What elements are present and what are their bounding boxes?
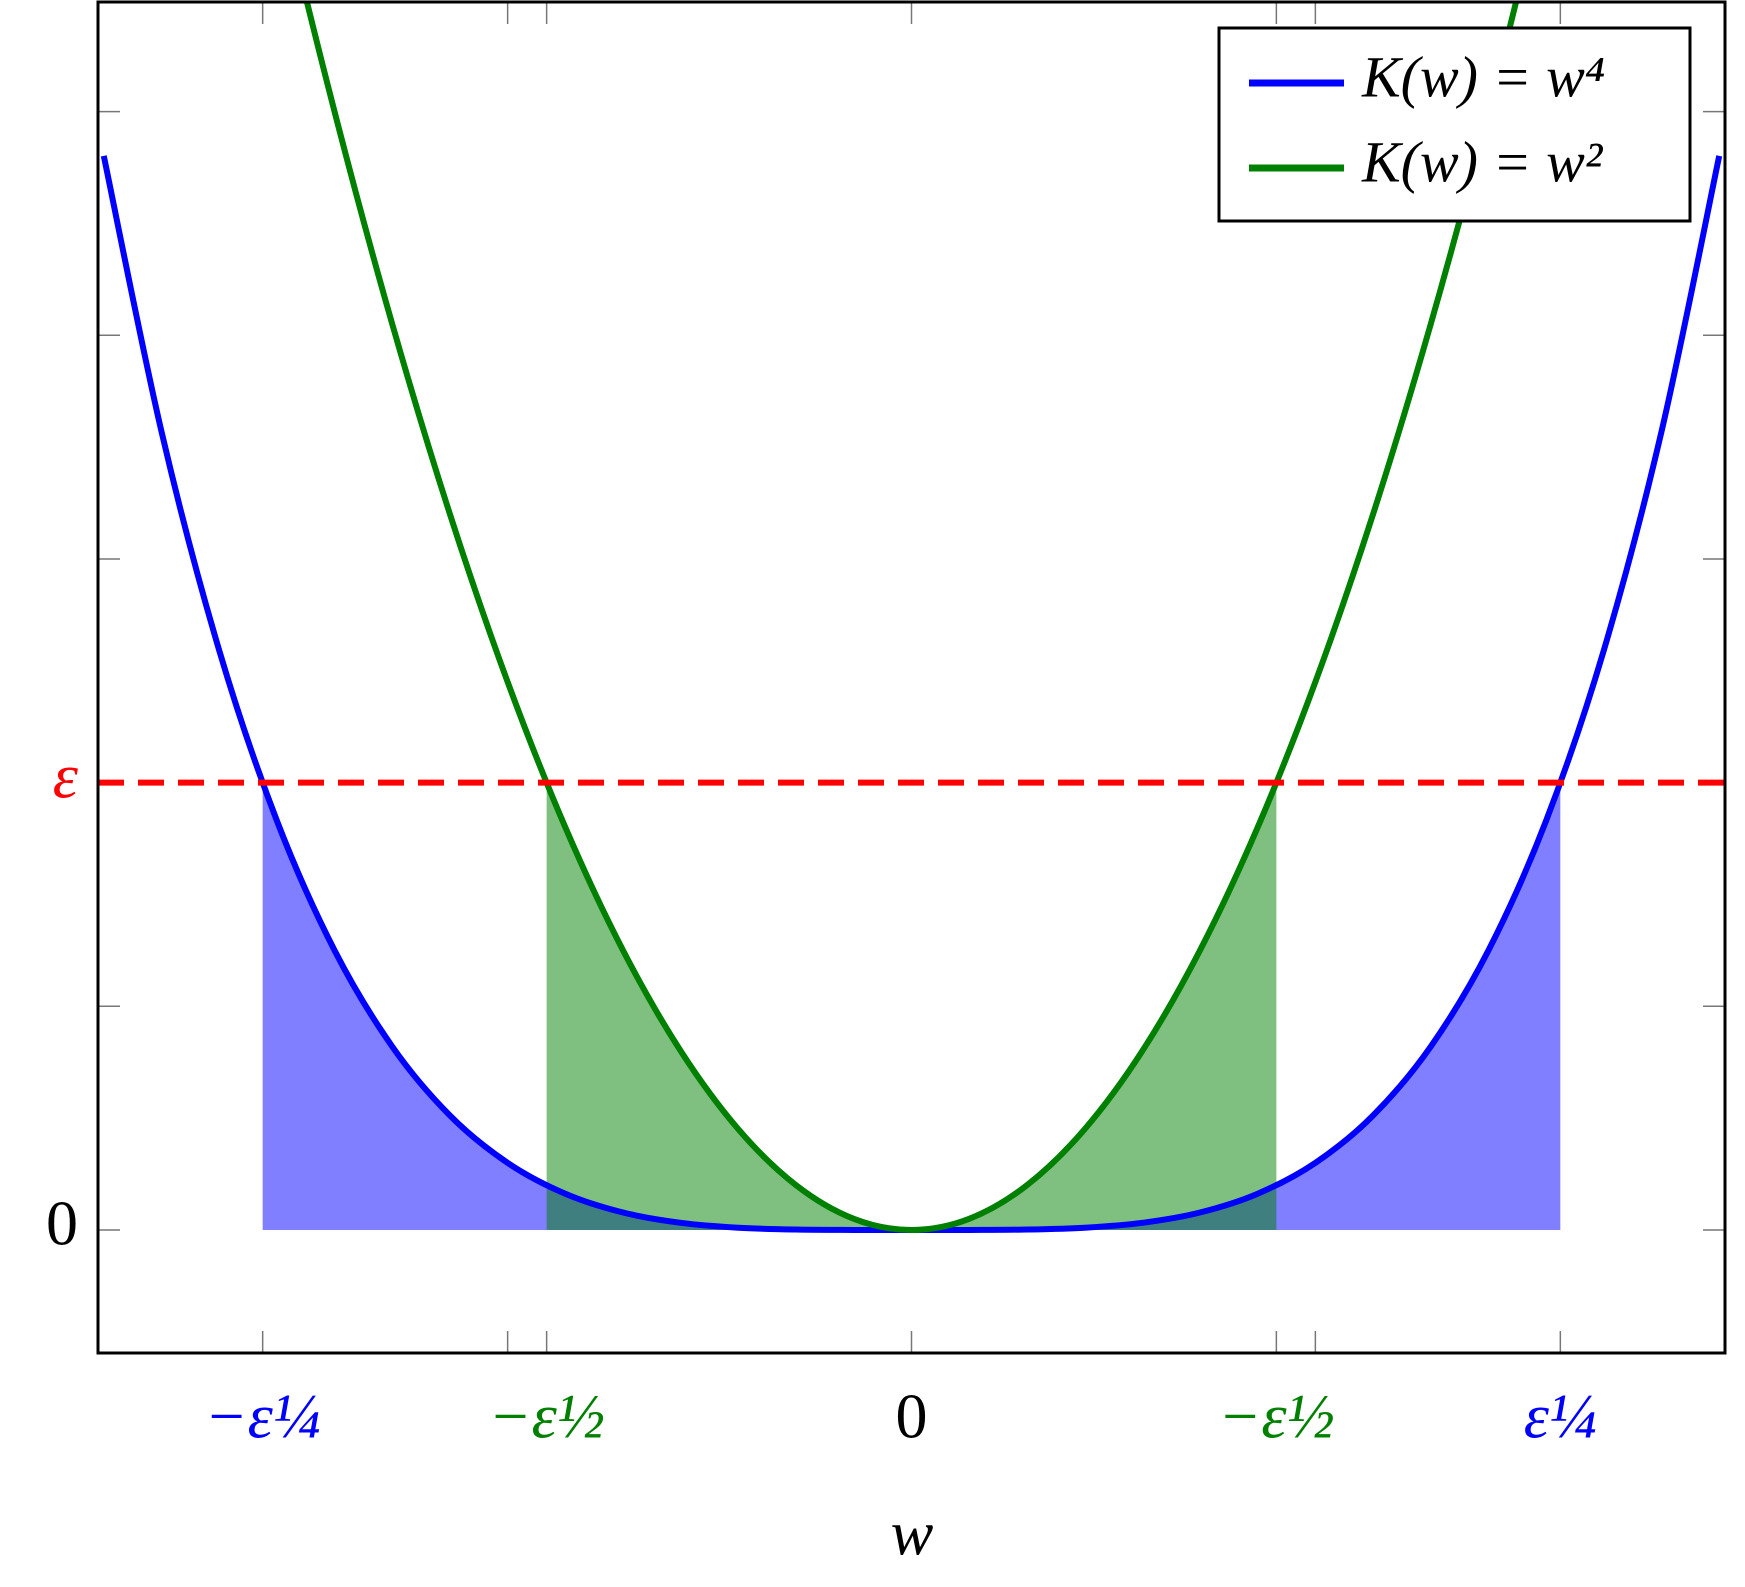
legend-label: K(w) = w²	[1361, 129, 1604, 194]
y-tick-label: ε	[53, 740, 79, 811]
x-tick-label: ε¼	[1524, 1381, 1597, 1452]
x-tick-label: −ε½	[488, 1381, 604, 1452]
x-axis-label: w	[891, 1498, 934, 1569]
area-fill	[262, 782, 1561, 1230]
x-tick-label: −ε¼	[204, 1381, 320, 1452]
y-tick-label: 0	[46, 1188, 78, 1259]
x-tick-label: −ε½	[1218, 1381, 1334, 1452]
legend-box	[1217, 26, 1692, 223]
x-tick-label: 0	[896, 1381, 928, 1452]
plot-frame	[96, 0, 1727, 1355]
area-fill	[546, 782, 1277, 1230]
legend-label: K(w) = w⁴	[1361, 44, 1605, 109]
